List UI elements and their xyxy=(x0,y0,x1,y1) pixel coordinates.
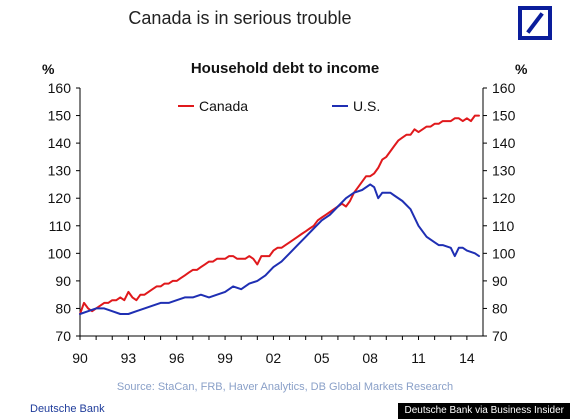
y-tick-label-left: 70 xyxy=(55,328,71,344)
series-line-canada xyxy=(79,114,480,315)
source-note: Source: StaCan, FRB, Haver Analytics, DB… xyxy=(116,381,454,393)
y-tick-label-right: 90 xyxy=(492,273,508,289)
y-tick-label-right: 130 xyxy=(492,163,516,179)
deutsche-bank-logo xyxy=(518,6,552,40)
legend-label: U.S. xyxy=(353,98,380,114)
y-tick-label-left: 140 xyxy=(48,135,72,151)
left-axis-unit: % xyxy=(42,61,55,77)
y-tick-label-left: 90 xyxy=(55,273,71,289)
y-tick-label-right: 110 xyxy=(492,218,515,234)
legend: Canada U.S. xyxy=(178,98,380,114)
y-tick-label-left: 80 xyxy=(55,300,71,316)
y-tick-label-right: 120 xyxy=(492,190,516,206)
axes: 70 70 80 80 90 90 100 100 110 110 120 120 130 130 140 1… xyxy=(48,80,516,366)
x-tick-label: 93 xyxy=(121,350,137,366)
legend-label: Canada xyxy=(199,98,248,114)
y-tick-label-left: 110 xyxy=(49,218,72,234)
y-tick-label-left: 130 xyxy=(48,163,72,179)
y-tick-label-right: 80 xyxy=(492,300,508,316)
credit-label: Deutsche Bank via Business Insider xyxy=(398,403,570,419)
x-tick-label: 02 xyxy=(266,350,282,366)
headline: Canada is in serious trouble xyxy=(128,8,352,28)
y-tick-label-left: 100 xyxy=(48,245,72,261)
y-tick-label-right: 160 xyxy=(492,80,516,96)
y-tick-label-left: 160 xyxy=(48,80,72,96)
series-layer xyxy=(79,114,480,315)
y-tick-label-left: 150 xyxy=(48,108,72,124)
x-tick-label: 08 xyxy=(362,350,378,366)
y-tick-label-right: 100 xyxy=(492,245,516,261)
y-tick-label-right: 70 xyxy=(492,328,508,344)
x-tick-label: 05 xyxy=(314,350,330,366)
x-tick-label: 14 xyxy=(459,350,475,366)
y-tick-label-left: 120 xyxy=(48,190,72,206)
series-line-u-s xyxy=(79,183,480,315)
logo-slash-icon xyxy=(526,12,544,34)
x-tick-label: 96 xyxy=(169,350,185,366)
footer-brand: Deutsche Bank xyxy=(30,403,105,415)
y-tick-label-right: 140 xyxy=(492,135,516,151)
y-tick-label-right: 150 xyxy=(492,108,516,124)
x-tick-label: 11 xyxy=(411,350,426,366)
x-tick-label: 99 xyxy=(217,350,233,366)
right-axis-unit: % xyxy=(515,61,528,77)
chart-title: Household debt to income xyxy=(190,60,380,77)
x-tick-label: 90 xyxy=(72,350,88,366)
